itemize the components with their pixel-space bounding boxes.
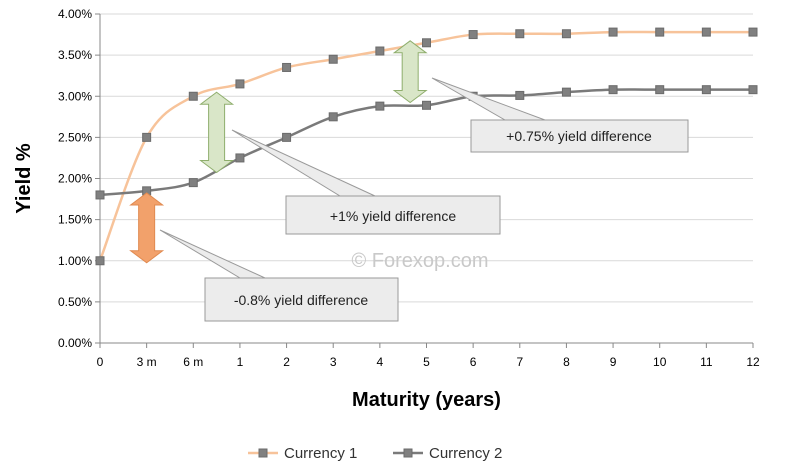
callout-pointer: [231, 129, 376, 197]
yield-difference-arrow: [199, 91, 235, 174]
data-point-marker: [375, 46, 385, 56]
data-point-marker: [515, 90, 525, 100]
x-tick-label: 0: [97, 355, 104, 369]
x-tick-label: 3 m: [137, 355, 157, 369]
data-point-marker: [282, 132, 292, 142]
legend-label: Currency 2: [429, 445, 502, 462]
callout-box: [470, 119, 689, 153]
y-tick-label: 0.50%: [58, 295, 92, 309]
x-tick-label: 3: [330, 355, 337, 369]
x-tick-label: 10: [653, 355, 667, 369]
callout-text: +1% yield difference: [330, 208, 456, 224]
x-tick-label: 6: [470, 355, 477, 369]
y-tick-label: 2.00%: [58, 172, 92, 186]
data-point-marker: [282, 62, 292, 72]
callout-pointer: [431, 77, 546, 121]
data-point-marker: [328, 54, 338, 64]
y-tick-label: 1.00%: [58, 254, 92, 268]
x-tick-label: 2: [283, 355, 290, 369]
y-tick-label: 0.00%: [58, 336, 92, 350]
annotations: -0.8% yield difference +1% yield differen…: [129, 40, 689, 322]
data-point-marker: [701, 27, 711, 37]
yield-difference-arrow: [392, 40, 428, 104]
data-point-marker: [95, 256, 105, 266]
x-tick-label: 7: [516, 355, 523, 369]
data-point-marker: [235, 153, 245, 163]
data-point-marker: [561, 87, 571, 97]
data-point-marker: [422, 100, 431, 110]
callout-pointer: [159, 229, 266, 279]
y-axis-title: Yield %: [13, 143, 35, 214]
data-point-marker: [748, 27, 758, 37]
y-tick-labels: 0.00% 0.50% 1.00% 1.50% 2.00% 2.50% 3.00% 3.50%…: [58, 7, 92, 350]
y-tick-label: 1.50%: [58, 213, 92, 227]
data-point-marker: [188, 91, 198, 101]
x-tick-label: 4: [377, 355, 384, 369]
yield-difference-arrow: [129, 192, 165, 264]
callout-box: [285, 195, 501, 235]
x-axis-title: Maturity (years): [352, 389, 501, 411]
data-point-marker: [701, 85, 711, 95]
axes: [95, 13, 754, 348]
y-tick-label: 3.50%: [58, 48, 92, 62]
data-point-marker: [515, 29, 525, 39]
legend-swatch-marker: [258, 448, 268, 458]
data-point-marker: [655, 85, 665, 95]
data-point-marker: [422, 38, 431, 48]
callout-text: -0.8% yield difference: [234, 292, 369, 308]
legend-label: Currency 1: [284, 445, 357, 462]
x-tick-label: 1: [237, 355, 244, 369]
callout-box: [204, 277, 399, 322]
x-tick-label: 6 m: [183, 355, 203, 369]
legend-swatch-marker: [403, 448, 413, 458]
y-tick-label: 3.00%: [58, 89, 92, 103]
data-point-marker: [235, 79, 245, 89]
x-tick-label: 11: [700, 355, 713, 369]
legend: Currency 1 Currency 2: [248, 445, 502, 462]
x-tick-label: 12: [746, 355, 760, 369]
data-point-marker: [142, 132, 152, 142]
callout-text: +0.75% yield difference: [506, 128, 652, 144]
data-point-marker: [188, 178, 198, 188]
data-point-marker: [375, 101, 385, 111]
x-tick-label: 9: [610, 355, 617, 369]
x-tick-label: 5: [423, 355, 430, 369]
data-point-marker: [328, 112, 338, 122]
data-point-marker: [608, 27, 618, 37]
data-point-marker: [608, 85, 618, 95]
data-point-marker: [468, 30, 478, 40]
watermark: © Forexop.com: [351, 250, 488, 272]
data-point-marker: [95, 190, 105, 200]
data-point-marker: [655, 27, 665, 37]
x-tick-label: 8: [563, 355, 570, 369]
y-tick-label: 4.00%: [58, 7, 92, 21]
y-tick-label: 2.50%: [58, 130, 92, 144]
data-point-marker: [748, 85, 758, 95]
data-point-marker: [561, 29, 571, 39]
